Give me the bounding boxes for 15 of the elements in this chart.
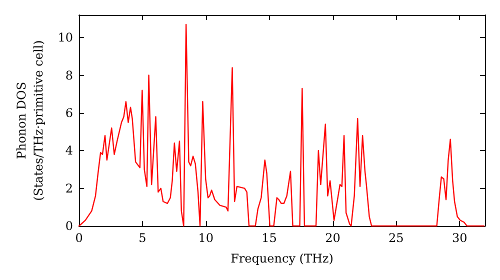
y-axis-title: Phonon DOS (States/THz·primitive cell): [14, 40, 46, 201]
x-tick-label: 30: [452, 231, 468, 245]
y-tick-label: 0: [65, 219, 73, 233]
y-tick-label: 10: [58, 30, 73, 45]
x-tick-label: 10: [198, 231, 214, 245]
y-tick-label: 2: [65, 181, 73, 196]
y-tick-label: 4: [65, 144, 74, 158]
x-tick-label: 5: [138, 231, 146, 245]
x-tick-label: 20: [325, 231, 340, 245]
x-tick-label: 25: [388, 231, 404, 245]
x-tick-label: 0: [75, 231, 83, 245]
y-tick-label: 8: [65, 68, 73, 82]
y-tick-label: 6: [65, 106, 73, 120]
x-axis-title: Frequency (THz): [230, 252, 334, 266]
x-tick-label: 15: [262, 231, 277, 245]
